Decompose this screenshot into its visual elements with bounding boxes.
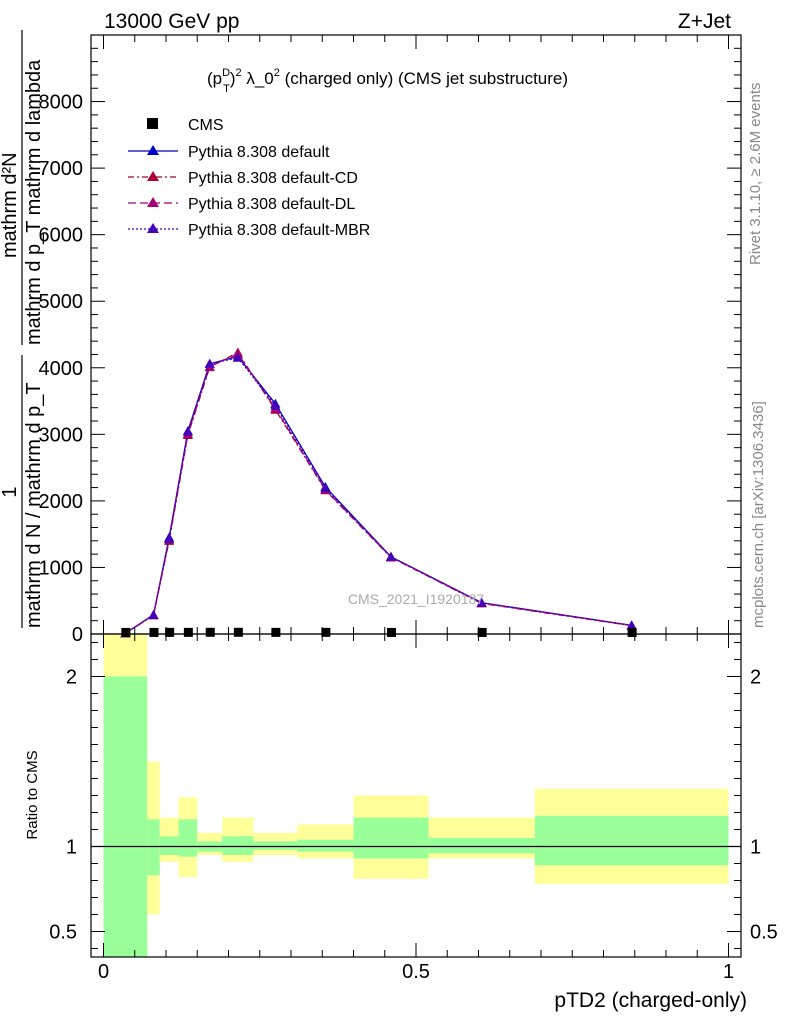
mcplots-label: mcplots.cern.ch [arXiv:1306.3436] [750, 401, 767, 628]
main-frame [90, 34, 742, 635]
legend-label-default_cd: Pythia 8.308 default-CD [188, 170, 358, 187]
series-marker-default_mbr-7 [320, 483, 331, 493]
series-marker-default_mbr-3 [182, 426, 193, 436]
cms-point-8 [387, 627, 396, 637]
main-series-lines [120, 347, 637, 638]
title-sup-2b: 2 [274, 67, 280, 79]
analysis-watermark: CMS_2021_I1920187 [348, 591, 484, 607]
main-y-axis-label: 1 mathrm d N / mathrm d p_T mathrm d²N m… [0, 30, 45, 628]
header-left: 13000 GeV pp [104, 10, 239, 33]
ratio-band-inner-8 [353, 817, 429, 859]
title-close: ) [230, 69, 236, 88]
main-ytick-label-8: 8000 [39, 92, 84, 114]
series-marker-default_mbr-1 [148, 610, 159, 620]
series-marker-default_mbr-4 [204, 358, 215, 368]
x-axis-label: pTD2 (charged-only) [554, 989, 747, 1012]
ylabel-num2: mathrm d²N [0, 152, 21, 258]
legend: CMS Pythia 8.308 default Pythia 8.308 def… [128, 117, 370, 239]
legend-marker-default [147, 145, 159, 155]
cms-point-5 [233, 627, 243, 637]
cms-point-6 [271, 627, 281, 637]
ylabel-den1: mathrm d N / mathrm d p_T [23, 382, 45, 628]
legend-marker-default_cd [147, 171, 159, 181]
cms-point-2 [165, 627, 175, 637]
title-tail: (charged only) (CMS jet substructure) [280, 69, 568, 88]
ratio-uncertainty-bands [91, 634, 741, 957]
main-ytick-label-3: 3000 [39, 424, 84, 446]
series-marker-default_mbr-10 [626, 620, 637, 630]
ylabel-den2: mathrm d p_T mathrm d lambda [23, 59, 45, 345]
ratio-band-inner-0 [103, 676, 148, 957]
title-sup-d: D [222, 67, 230, 79]
header-right: Z+Jet [678, 10, 731, 33]
main-ytick-label-2: 2000 [39, 491, 84, 513]
legend-marker-default_mbr [147, 223, 159, 233]
series-marker-default_mbr-5 [232, 352, 243, 362]
legend-label-default_mbr: Pythia 8.308 default-MBR [188, 222, 370, 239]
cms-point-0 [121, 627, 131, 637]
cms-data-points [121, 627, 637, 637]
title-sup-2: 2 [235, 67, 241, 79]
main-ytick-label-6: 6000 [39, 225, 84, 247]
ratio-band-inner-10 [534, 815, 729, 866]
legend-cms-marker [147, 118, 158, 129]
series-marker-default_mbr-6 [270, 400, 281, 410]
rivet-version-label: Rivet 3.1.10, ≥ 2.6M events [747, 83, 764, 266]
legend-cms-label: CMS [188, 117, 224, 134]
legend-marker-default_dl [147, 197, 159, 207]
ratio-y-axis-label: Ratio to CMS [24, 750, 41, 839]
ratio-axes: 0.5 0.5 1 1 2 2 0 0.5 1 [49, 35, 778, 983]
ratio-band-inner-1 [147, 819, 160, 876]
ratio-band-inner-7 [297, 839, 354, 852]
ratio-ytick-label-2: 2 [66, 667, 77, 689]
ratio-band-inner-2 [159, 836, 179, 855]
main-axes: 0 1000 2000 3000 4000 5000 6000 7000 8000 [39, 34, 742, 646]
cms-point-4 [205, 627, 215, 637]
ratio-band-inner-3 [178, 819, 198, 857]
ratio-ytick-label-1: 1 [66, 837, 77, 859]
series-marker-default_mbr-2 [164, 533, 175, 543]
ratio-ytick-label-right-2: 2 [750, 667, 761, 689]
ratio-ytick-label-0: 0.5 [49, 922, 77, 944]
main-ytick-label-7: 7000 [39, 158, 84, 180]
main-ytick-label-0: 0 [72, 624, 83, 646]
ylabel-num1: 1 [0, 486, 21, 497]
series-marker-default_mbr-8 [386, 551, 396, 561]
cms-point-9 [477, 627, 487, 637]
main-ytick-label-4: 4000 [39, 358, 84, 380]
title-part-p: (p [207, 69, 222, 88]
cms-point-7 [321, 627, 331, 637]
ratio-band-inner-9 [428, 838, 535, 854]
xtick-label-1: 0.5 [402, 961, 430, 983]
main-ytick-label-5: 5000 [39, 291, 84, 313]
cms-point-1 [149, 627, 159, 637]
xtick-label-2: 1 [723, 961, 734, 983]
ratio-band-inner-6 [253, 841, 298, 850]
series-marker-default_mbr-9 [476, 597, 487, 607]
legend-label-default_dl: Pythia 8.308 default-DL [188, 196, 355, 213]
main-ytick-label-1: 1000 [39, 557, 84, 579]
ratio-band-inner-5 [222, 836, 254, 855]
ratio-ytick-label-right-1: 1 [750, 837, 761, 859]
cms-point-10 [627, 628, 637, 637]
ratio-ytick-label-right-0: 0.5 [750, 922, 778, 944]
xtick-label-0: 0 [98, 961, 109, 983]
plot-title-text: (pD T)2 λ_02 (charged only) (CMS jet subs… [207, 67, 568, 95]
cms-point-3 [183, 627, 193, 637]
plot-title: (pD T)2 λ_02 (charged only) (CMS jet subs… [207, 67, 568, 95]
legend-label-default: Pythia 8.308 default [188, 144, 330, 161]
title-lambda: λ_0 [242, 69, 274, 88]
title-sub-t: T [223, 83, 230, 95]
